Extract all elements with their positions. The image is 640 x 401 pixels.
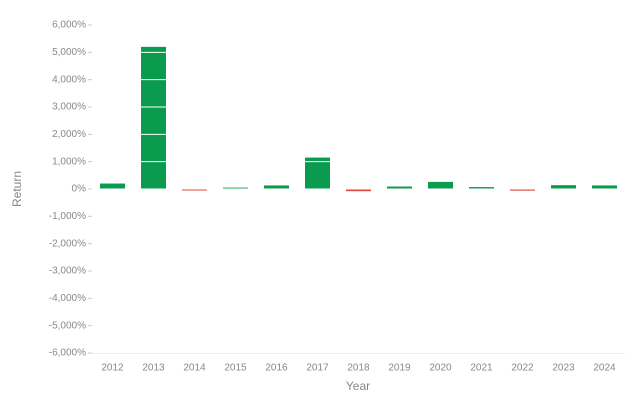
- x-tick-label: 2020: [429, 363, 452, 374]
- x-tick-label: 2016: [265, 363, 288, 374]
- y-tick-label: 5,000%: [52, 47, 86, 58]
- x-tick-label: 2014: [183, 363, 206, 374]
- bar: [469, 187, 494, 189]
- bar: [428, 181, 453, 189]
- y-tick-label: -1,000%: [49, 211, 86, 222]
- bar: [305, 157, 330, 189]
- y-tick-label: 0%: [72, 184, 87, 195]
- x-tick-label: 2021: [470, 363, 493, 374]
- y-tick-label: -2,000%: [49, 238, 86, 249]
- y-tick-label: 6,000%: [52, 20, 86, 31]
- x-tick-label: 2015: [224, 363, 247, 374]
- bar: [182, 189, 207, 191]
- x-tick-label: 2023: [552, 363, 575, 374]
- y-tick-label: -4,000%: [49, 293, 86, 304]
- x-tick-label: 2018: [347, 363, 370, 374]
- y-tick-label: -6,000%: [49, 348, 86, 359]
- y-tick-label: 4,000%: [52, 74, 86, 85]
- bar: [346, 189, 371, 192]
- y-tick-label: -3,000%: [49, 266, 86, 277]
- y-tick-label: 3,000%: [52, 102, 86, 113]
- y-tick-label: 1,000%: [52, 156, 86, 167]
- y-axis-title: Return: [10, 171, 24, 207]
- bar: [100, 183, 125, 189]
- bar: [387, 186, 412, 189]
- x-tick-label: 2012: [101, 363, 124, 374]
- x-tick-label: 2022: [511, 363, 534, 374]
- bar: [223, 187, 248, 190]
- y-tick-label: 2,000%: [52, 129, 86, 140]
- x-tick-label: 2024: [593, 363, 616, 374]
- bar: [264, 185, 289, 189]
- bar: [510, 189, 535, 191]
- bar: [551, 185, 576, 189]
- y-tick-label: -5,000%: [49, 320, 86, 331]
- x-tick-label: 2019: [388, 363, 411, 374]
- x-axis-title: Year: [346, 379, 370, 393]
- x-tick-label: 2013: [142, 363, 165, 374]
- bar: [592, 185, 617, 189]
- bar: [141, 46, 166, 189]
- x-tick-label: 2017: [306, 363, 329, 374]
